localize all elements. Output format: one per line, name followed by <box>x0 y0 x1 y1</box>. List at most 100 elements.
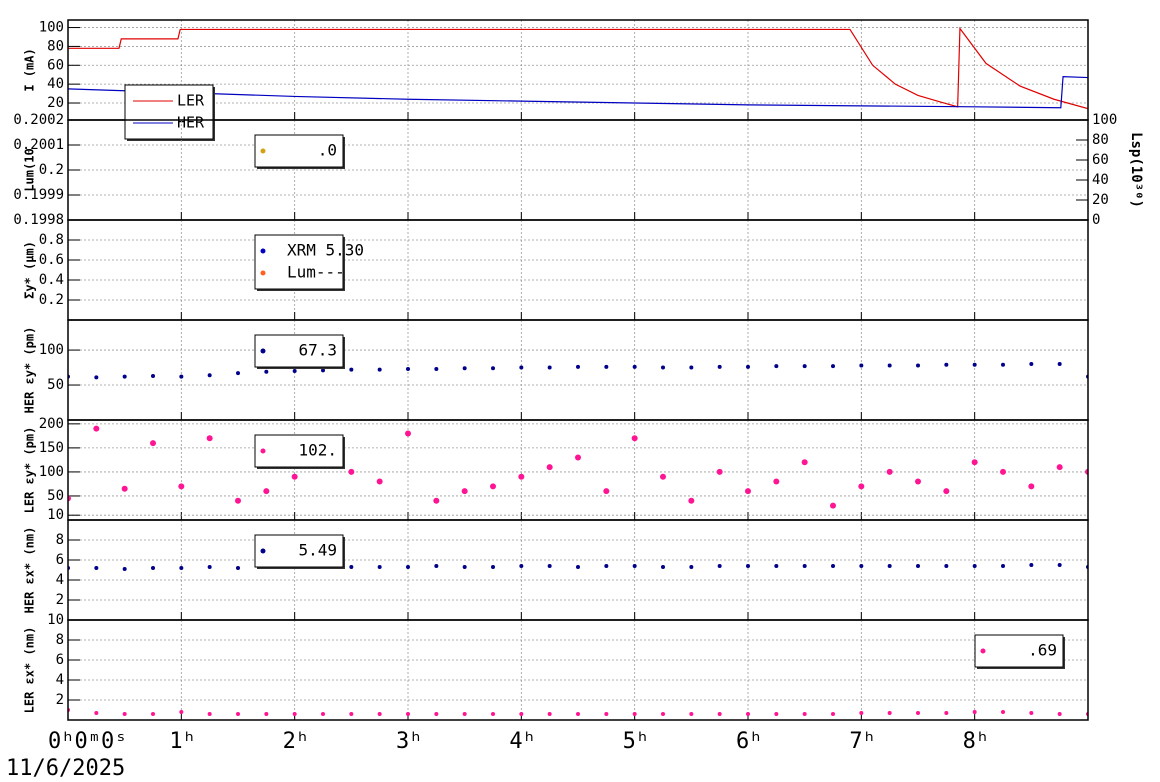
x-tick-label: 5ʰ <box>623 729 650 754</box>
scatter-point <box>179 710 184 714</box>
legend-swatch <box>260 348 266 354</box>
y2-tick-label: 60 <box>1092 152 1109 168</box>
y-tick-label: 0.1999 <box>13 187 64 203</box>
scatter-point <box>547 564 552 568</box>
scatter-point <box>236 566 240 570</box>
scatter-point <box>688 497 695 504</box>
scatter-point <box>1001 710 1005 714</box>
scatter-point <box>490 483 496 490</box>
x-tick-label: 1ʰ <box>169 729 196 754</box>
scatter-point <box>1029 563 1034 567</box>
scatter-point <box>491 712 495 716</box>
plot-area <box>68 563 1088 571</box>
x-tick-label: 4ʰ <box>509 729 536 754</box>
scatter-point <box>631 435 638 442</box>
y-axis-label: Σy* (μm) <box>23 241 37 299</box>
scatter-point <box>774 712 779 716</box>
scatter-point <box>689 565 694 569</box>
scatter-point <box>349 565 354 569</box>
legend-swatch <box>260 248 266 254</box>
scatter-point <box>179 566 184 570</box>
scatter-point <box>661 365 665 370</box>
y-tick-label: 4 <box>56 572 64 588</box>
scatter-point <box>661 712 665 716</box>
scatter-point <box>377 712 382 716</box>
scatter-point <box>802 364 807 369</box>
scatter-point <box>94 375 99 380</box>
legend-swatch <box>260 548 266 554</box>
legend-label: 5.49 <box>298 541 337 560</box>
scatter-point <box>122 374 127 379</box>
panel-frame <box>67 219 1089 321</box>
scatter-point <box>887 564 892 568</box>
scatter-point <box>405 430 411 437</box>
y-tick-label: 0.1998 <box>13 212 64 228</box>
legend-label: HER <box>177 114 205 132</box>
scatter-point <box>831 364 835 369</box>
scatter-point <box>207 712 212 716</box>
x-tick-label: 6ʰ <box>736 729 763 754</box>
scatter-point <box>519 564 524 568</box>
scatter-point <box>1001 362 1005 367</box>
scatter-point <box>943 488 950 495</box>
scatter-point <box>1056 464 1063 471</box>
scatter-point <box>632 712 637 716</box>
y-tick-label: 20 <box>47 95 64 111</box>
legend-label: 67.3 <box>298 341 337 360</box>
scatter-point <box>94 711 99 715</box>
y2-tick-label: 20 <box>1092 192 1109 208</box>
scatter-point <box>576 364 580 369</box>
scatter-point <box>1001 564 1005 568</box>
scatter-point <box>604 712 609 716</box>
y-tick-label: 6 <box>56 652 64 668</box>
x-tick-label: 2ʰ <box>283 729 310 754</box>
scatter-point <box>717 712 722 716</box>
scatter-point <box>604 364 609 369</box>
panel-frame <box>67 319 1089 421</box>
scatter-point <box>774 564 779 568</box>
scatter-point <box>802 712 807 716</box>
y2-tick-label: 40 <box>1092 172 1109 188</box>
scatter-point <box>377 565 382 569</box>
scatter-point <box>207 565 212 569</box>
scatter-point <box>916 363 920 368</box>
y-tick-label: 100 <box>39 20 64 36</box>
legend-swatch <box>980 648 986 654</box>
x-tick-label: 0ʰ0ᵐ0ˢ <box>48 729 127 754</box>
legend-box <box>254 434 344 468</box>
scatter-point <box>576 712 580 716</box>
scatter-point <box>321 712 325 716</box>
line-series <box>68 75 1088 109</box>
y-tick-label: 50 <box>47 488 64 504</box>
scatter-point <box>916 711 920 715</box>
plot-area <box>68 26 1088 110</box>
x-tick-label: 8ʰ <box>963 729 990 754</box>
scatter-point <box>1057 563 1062 567</box>
line-series <box>68 26 1088 110</box>
scatter-point <box>859 363 864 368</box>
y-tick-label: 80 <box>47 38 64 54</box>
legend-swatch <box>260 270 266 276</box>
scatter-point <box>746 364 750 369</box>
legend-box <box>254 134 344 168</box>
scatter-point <box>716 468 723 475</box>
y2-axis-label: Lsp(10³⁰) <box>1128 132 1144 208</box>
scatter-point <box>207 373 212 378</box>
y2-tick-label: 80 <box>1092 132 1109 148</box>
legend-box <box>254 534 344 568</box>
scatter-point <box>717 364 722 369</box>
scatter-point <box>348 468 355 475</box>
scatter-point <box>972 564 977 568</box>
scatter-point <box>547 365 552 370</box>
legend-label: 102. <box>298 441 337 460</box>
scatter-point <box>122 712 127 716</box>
panel-frame <box>67 619 1089 721</box>
scatter-point <box>1029 711 1034 715</box>
scatter-point <box>376 478 383 485</box>
scatter-point <box>632 364 637 369</box>
scatter-point <box>151 373 155 378</box>
legend-swatch <box>260 148 266 154</box>
y-tick-label: 2 <box>56 692 64 708</box>
scatter-point <box>236 371 240 376</box>
scatter-point <box>1029 362 1034 367</box>
